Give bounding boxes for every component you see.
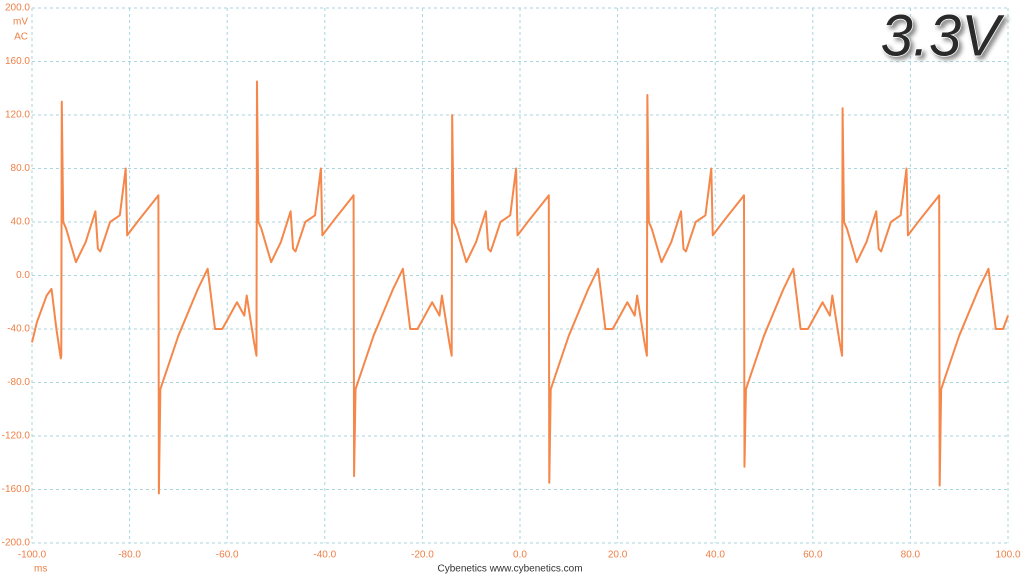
x-tick-label: -40.0 (313, 550, 336, 561)
x-unit: ms (34, 564, 47, 575)
y-tick-label: -40.0 (7, 324, 30, 335)
y-tick-label: 40.0 (11, 217, 31, 228)
x-tick-label: -20.0 (411, 550, 434, 561)
x-tick-label: 20.0 (608, 550, 628, 561)
chart-title: 3.3V (881, 3, 1006, 68)
x-tick-label: 80.0 (901, 550, 921, 561)
x-tick-label: -80.0 (118, 550, 141, 561)
x-tick-label: 60.0 (803, 550, 823, 561)
y-tick-label: 80.0 (11, 163, 31, 174)
grid (31, 7, 1009, 544)
x-tick-label: 0.0 (513, 550, 527, 561)
y-tick-label: 200.0 (5, 3, 30, 14)
coupling: AC (14, 32, 28, 43)
y-tick-label: -160.0 (2, 484, 31, 495)
y-tick-label: 120.0 (5, 110, 30, 121)
waveform (31, 80, 1009, 495)
x-tick-label: -60.0 (216, 550, 239, 561)
x-tick-label: -100.0 (18, 550, 47, 561)
y-tick-label: 160.0 (5, 56, 30, 67)
y-unit: mV (13, 17, 28, 28)
x-tick-label: 40.0 (705, 550, 725, 561)
footer: Cybenetics www.cybenetics.com (437, 564, 582, 575)
x-tick-label: 100.0 (995, 550, 1020, 561)
y-tick-label: 0.0 (16, 270, 30, 281)
y-tick-label: -80.0 (7, 377, 30, 388)
y-tick-label: -200.0 (2, 538, 31, 549)
y-tick-label: -120.0 (2, 431, 31, 442)
